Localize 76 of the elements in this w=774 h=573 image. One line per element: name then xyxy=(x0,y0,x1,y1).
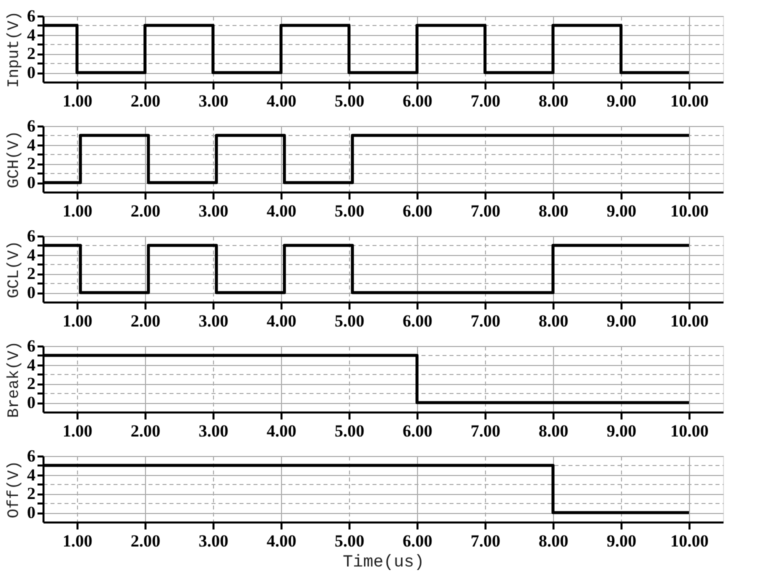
x-tick-label: 7.00 xyxy=(470,422,500,440)
x-tick-label: 2.00 xyxy=(130,312,160,330)
x-tick-label: 6.00 xyxy=(402,202,432,220)
x-tick-label: 5.00 xyxy=(334,92,364,110)
x-tick-label: 7.00 xyxy=(470,92,500,110)
x-tick-label: 6.00 xyxy=(402,92,432,110)
y-tick-label: 4 xyxy=(27,465,36,484)
x-tick-label: 10.00 xyxy=(670,202,709,220)
x-tick-label: 10.00 xyxy=(670,312,709,330)
y-tick-label: 4 xyxy=(27,25,36,44)
y-tick-label: 2 xyxy=(27,154,36,174)
y-tick-label: 0 xyxy=(27,63,36,82)
x-tick-label: 4.00 xyxy=(266,422,296,440)
x-tick-label: 8.00 xyxy=(538,312,568,330)
y-tick-label: 0 xyxy=(27,393,36,412)
y-tick-label: 6 xyxy=(27,336,36,356)
x-tick-label: 7.00 xyxy=(470,532,500,550)
x-tick-label: 6.00 xyxy=(402,422,432,440)
y-tick-label: 0 xyxy=(27,283,36,302)
x-tick-label: 8.00 xyxy=(538,532,568,550)
x-tick-label: 4.00 xyxy=(266,202,296,220)
x-tick-label: 7.00 xyxy=(470,202,500,220)
y-axis-title: Off(V) xyxy=(5,460,23,518)
y-tick-label: 2 xyxy=(27,44,36,64)
x-tick-label: 10.00 xyxy=(670,422,709,440)
x-axis-title: Time(us) xyxy=(342,554,424,572)
x-tick-label: 3.00 xyxy=(198,202,228,220)
x-tick-label: 3.00 xyxy=(198,92,228,110)
y-tick-label: 6 xyxy=(27,226,36,246)
x-tick-label: 1.00 xyxy=(62,312,92,330)
y-tick-label: 2 xyxy=(27,374,36,394)
y-axis-title: Input(V) xyxy=(5,11,23,88)
x-tick-label: 9.00 xyxy=(606,422,636,440)
x-tick-label: 7.00 xyxy=(470,312,500,330)
x-tick-label: 2.00 xyxy=(130,422,160,440)
x-tick-label: 6.00 xyxy=(402,532,432,550)
x-tick-label: 9.00 xyxy=(606,202,636,220)
y-tick-label: 4 xyxy=(27,355,36,374)
x-tick-label: 3.00 xyxy=(198,422,228,440)
x-tick-label: 9.00 xyxy=(606,92,636,110)
x-tick-label: 5.00 xyxy=(334,312,364,330)
x-tick-label: 4.00 xyxy=(266,532,296,550)
x-tick-label: 8.00 xyxy=(538,92,568,110)
x-tick-label: 8.00 xyxy=(538,422,568,440)
y-tick-label: 6 xyxy=(27,116,36,136)
x-tick-label: 6.00 xyxy=(402,312,432,330)
y-tick-label: 0 xyxy=(27,503,36,522)
x-tick-label: 2.00 xyxy=(130,532,160,550)
x-tick-label: 9.00 xyxy=(606,312,636,330)
x-tick-label: 10.00 xyxy=(670,532,709,550)
x-tick-label: 2.00 xyxy=(130,202,160,220)
x-tick-label: 1.00 xyxy=(62,532,92,550)
x-tick-label: 10.00 xyxy=(670,92,709,110)
x-tick-label: 3.00 xyxy=(198,532,228,550)
y-tick-label: 4 xyxy=(27,245,36,264)
x-tick-label: 8.00 xyxy=(538,202,568,220)
y-tick-label: 6 xyxy=(27,446,36,466)
x-tick-label: 2.00 xyxy=(130,92,160,110)
x-tick-label: 1.00 xyxy=(62,422,92,440)
y-tick-label: 2 xyxy=(27,484,36,504)
y-tick-label: 0 xyxy=(27,173,36,192)
x-tick-label: 1.00 xyxy=(62,92,92,110)
y-tick-label: 4 xyxy=(27,135,36,154)
x-tick-label: 9.00 xyxy=(606,532,636,550)
y-tick-label: 2 xyxy=(27,264,36,284)
y-axis-title: GCH(V) xyxy=(5,130,23,188)
x-tick-label: 5.00 xyxy=(334,532,364,550)
x-tick-label: 4.00 xyxy=(266,312,296,330)
x-tick-label: 5.00 xyxy=(334,422,364,440)
y-axis-title: Break(V) xyxy=(5,341,23,418)
y-axis-title: GCL(V) xyxy=(5,240,23,298)
x-tick-label: 5.00 xyxy=(334,202,364,220)
y-tick-label: 6 xyxy=(27,6,36,26)
x-tick-label: 1.00 xyxy=(62,202,92,220)
x-tick-label: 4.00 xyxy=(266,92,296,110)
x-tick-label: 3.00 xyxy=(198,312,228,330)
